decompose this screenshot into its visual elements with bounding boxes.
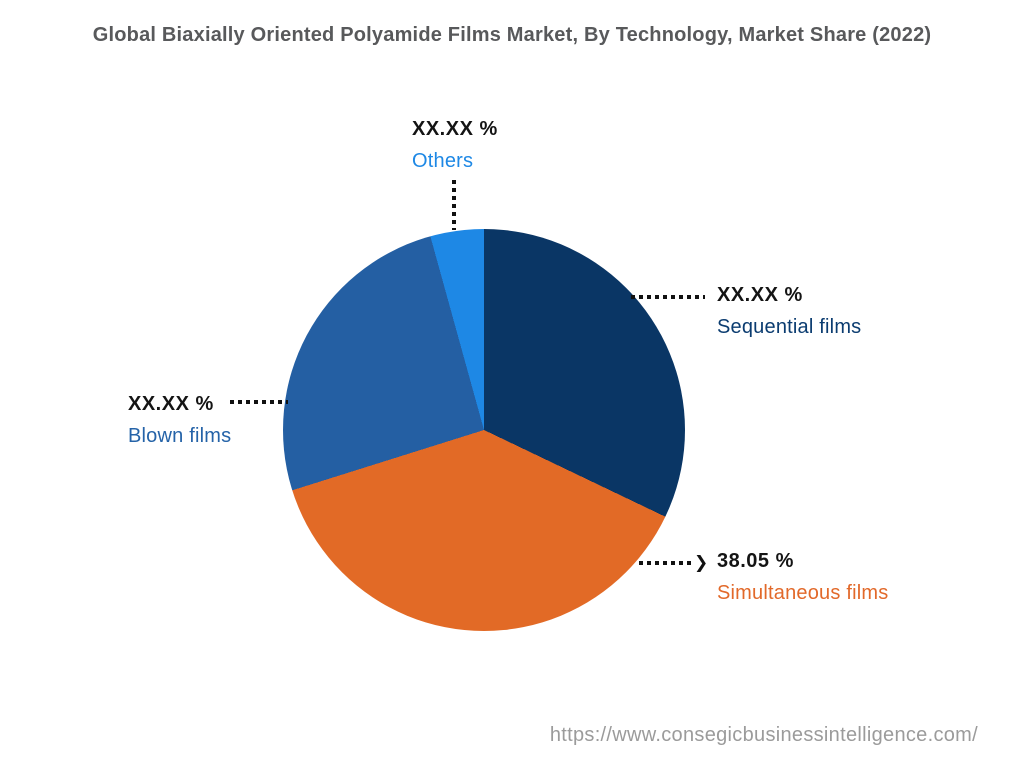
source-url: https://www.consegicbusinessintelligence… [549, 724, 978, 746]
simultaneous-films-label: Simultaneous films [717, 582, 889, 604]
blown-films-label: Blown films [128, 425, 232, 447]
simultaneous-films-leader-line [639, 561, 695, 565]
sequential-films-value: XX.XX % [717, 284, 803, 306]
pie-chart [283, 229, 685, 631]
callout-blown-films: XX.XX % Blown films [128, 393, 231, 448]
blown-films-value: XX.XX % [128, 393, 214, 415]
sequential-films-label: Sequential films [717, 316, 862, 338]
callout-others: XX.XX % Others [412, 118, 498, 173]
others-leader-line [452, 180, 456, 230]
simultaneous-films-value: 38.05 % [717, 550, 794, 572]
others-value: XX.XX % [412, 118, 498, 140]
blown-films-leader-line [230, 400, 288, 404]
chart-title: Global Biaxially Oriented Polyamide Film… [92, 24, 932, 46]
sequential-films-leader-line [631, 295, 705, 299]
others-label: Others [412, 150, 474, 172]
callout-simultaneous-films: 38.05 % Simultaneous films [717, 550, 888, 605]
arrow-right-icon: ❯ [694, 553, 709, 572]
callout-sequential-films: XX.XX % Sequential films [717, 284, 861, 339]
